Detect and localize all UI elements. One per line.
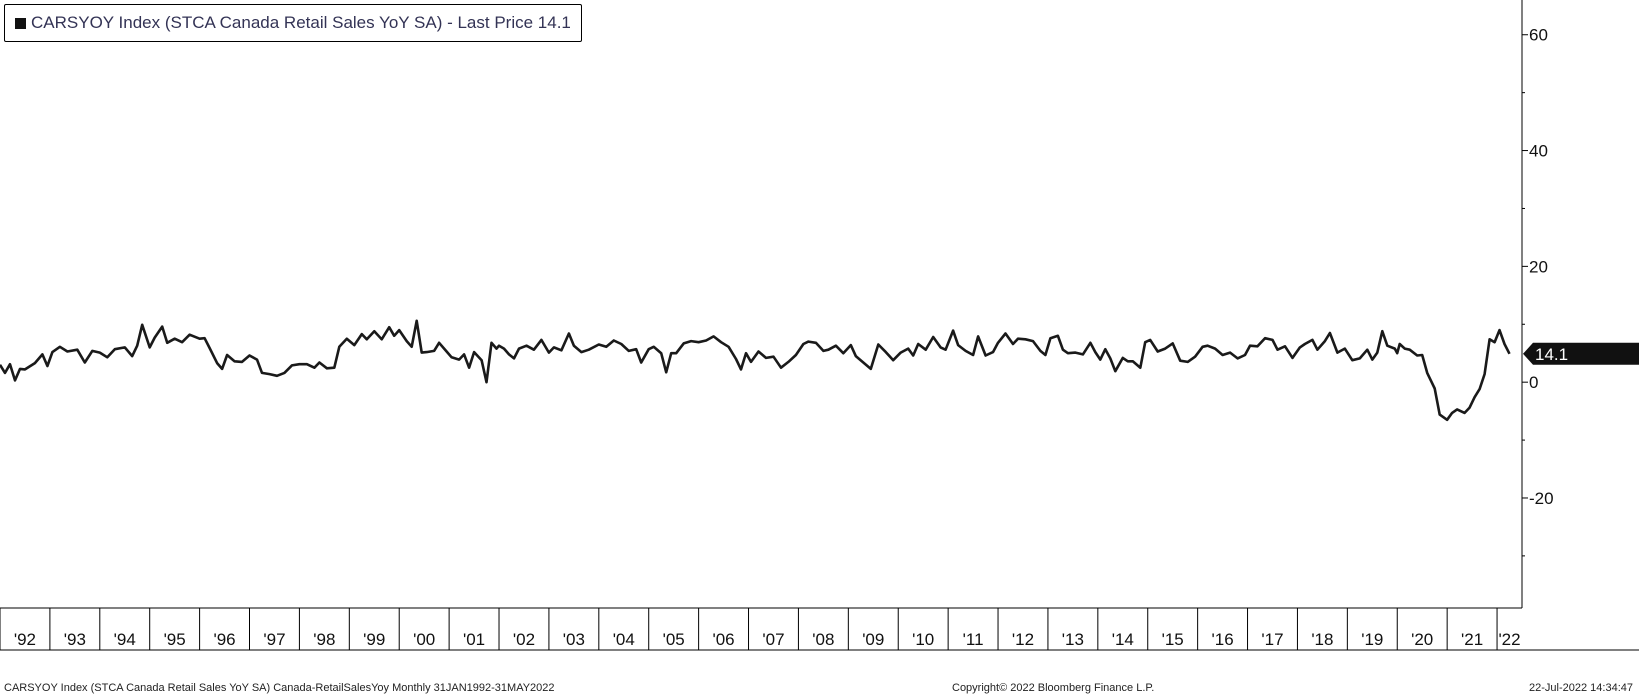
x-tick-label: '11	[963, 630, 984, 649]
x-tick-label: '18	[1311, 630, 1333, 649]
x-tick-label: '03	[563, 630, 585, 649]
x-tick-label: '00	[413, 630, 435, 649]
x-tick-label: '08	[812, 630, 834, 649]
x-tick-label: '20	[1411, 630, 1433, 649]
x-tick-label: '21	[1461, 630, 1483, 649]
x-tick-label: '97	[263, 630, 285, 649]
y-tick-label: 20	[1529, 257, 1548, 276]
x-tick-label: '07	[762, 630, 784, 649]
x-tick-label: '22	[1498, 630, 1520, 649]
x-tick-label: '16	[1212, 630, 1234, 649]
x-tick-label: '10	[912, 630, 934, 649]
y-tick-label: 0	[1529, 373, 1538, 392]
legend: CARSYOY Index (STCA Canada Retail Sales …	[4, 4, 582, 42]
x-tick-label: '96	[213, 630, 235, 649]
x-tick-label: '01	[463, 630, 485, 649]
footer-series-info: CARSYOY Index (STCA Canada Retail Sales …	[4, 682, 555, 694]
legend-swatch	[15, 17, 26, 29]
x-tick-label: '95	[164, 630, 186, 649]
x-tick-label: '04	[613, 630, 635, 649]
x-tick-label: '02	[513, 630, 535, 649]
y-tick-label: 40	[1529, 142, 1548, 161]
series-line	[0, 319, 1511, 422]
footer-copyright: Copyright© 2022 Bloomberg Finance L.P.	[952, 682, 1155, 694]
x-tick-label: '17	[1261, 630, 1283, 649]
y-tick-label: 60	[1529, 26, 1548, 45]
x-tick-label: '06	[712, 630, 734, 649]
x-tick-label: '99	[363, 630, 385, 649]
x-tick-label: '09	[862, 630, 884, 649]
footer-timestamp: 22-Jul-2022 14:34:47	[1529, 682, 1633, 694]
x-tick-label: '98	[313, 630, 335, 649]
legend-text: CARSYOY Index (STCA Canada Retail Sales …	[31, 13, 571, 32]
x-axis-ticks: '92 '93 '94 '95 '96 '97 '98 '99 '00 '01 '02 '03 '04 '…	[0, 608, 1521, 650]
x-tick-label: '93	[64, 630, 86, 649]
last-price-marker: 14.1	[1523, 342, 1639, 365]
last-price-marker-bg	[1523, 342, 1639, 365]
x-tick-label: '12	[1012, 630, 1034, 649]
x-tick-label: '14	[1112, 630, 1134, 649]
x-tick-label: '92	[14, 630, 36, 649]
y-axis-ticks: 60 40 20 0 -20	[1522, 26, 1554, 557]
x-tick-label: '94	[114, 630, 136, 649]
x-tick-label: '15	[1162, 630, 1184, 649]
last-price-label: 14.1	[1535, 345, 1568, 364]
x-tick-label: '19	[1361, 630, 1383, 649]
axes	[0, 0, 1639, 651]
x-tick-label: '05	[663, 630, 685, 649]
y-tick-label: -20	[1529, 489, 1554, 508]
x-tick-label: '13	[1062, 630, 1084, 649]
